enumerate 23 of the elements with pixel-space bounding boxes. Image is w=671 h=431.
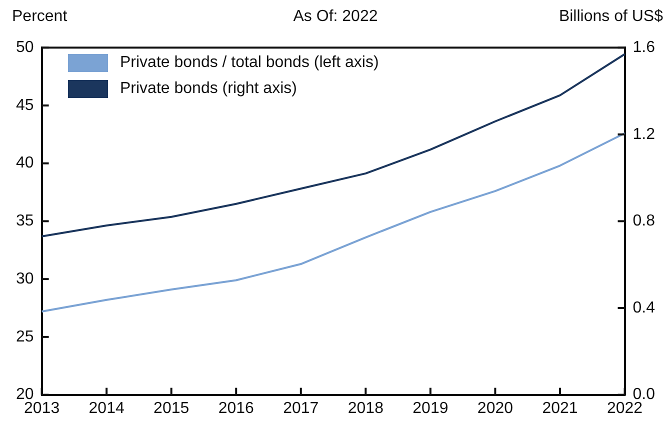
- y-tick-label: 45: [16, 96, 34, 114]
- x-tick-label: 2019: [412, 400, 448, 417]
- x-tick-label: 2021: [542, 400, 578, 417]
- legend-label: Private bonds / total bonds (left axis): [120, 53, 379, 73]
- y-axis-title: Percent: [12, 8, 68, 26]
- legend-label: Private bonds (right axis): [120, 79, 297, 99]
- y2-axis-title: Billions of US$: [558, 8, 663, 26]
- x-tick-label: 2020: [477, 400, 514, 417]
- chart-title: As Of: 2022: [293, 8, 378, 25]
- x-tick-label: 2018: [348, 400, 384, 417]
- y-tick-label: 25: [16, 328, 34, 346]
- y-tick-label: 35: [16, 212, 34, 230]
- y-tick-label: 30: [16, 270, 34, 288]
- y-tick-label: 40: [16, 154, 34, 172]
- y2-tick-label: 1.2: [632, 126, 656, 143]
- y-tick-label: 50: [16, 39, 34, 56]
- x-tick-label: 2015: [154, 400, 190, 417]
- x-tick-label: 2017: [283, 400, 319, 417]
- x-tick-label: 2014: [88, 400, 124, 417]
- y2-tick-label: 0.4: [632, 299, 656, 316]
- y2-tick-label: 0.8: [632, 212, 656, 230]
- y2-tick-label: 1.6: [632, 39, 656, 56]
- x-tick-label: 2016: [218, 400, 254, 417]
